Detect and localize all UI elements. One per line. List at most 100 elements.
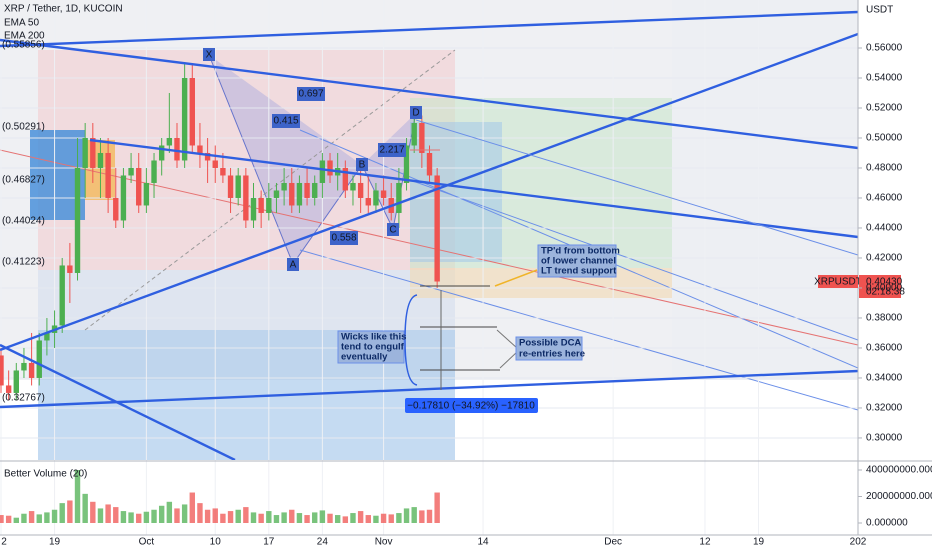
zone	[38, 270, 455, 330]
x-tick-label: 19	[49, 537, 61, 548]
candle-body	[250, 197, 257, 221]
note-text: LT trend support	[541, 266, 617, 277]
y-tick-label: 0.52000	[866, 103, 903, 114]
candle-body	[59, 265, 65, 326]
volume-bar	[13, 517, 19, 523]
candle-body	[67, 265, 73, 273]
point-badge	[410, 106, 422, 119]
volume-bar	[411, 507, 417, 523]
volume-bar	[212, 508, 218, 523]
pane-title: Better Volume (20)	[4, 469, 87, 480]
y-tick-label: 0.40000	[866, 283, 903, 294]
trend-line	[0, 369, 858, 409]
volume-bar	[296, 513, 303, 523]
volume-bar	[36, 514, 42, 523]
trend-line	[89, 138, 858, 239]
volume-bar	[97, 508, 104, 523]
candle-body	[212, 160, 218, 168]
channel-line	[409, 179, 858, 341]
zone	[410, 122, 502, 262]
volume-bar	[266, 511, 272, 523]
axis-unit: USDT	[866, 5, 893, 16]
candle-body	[411, 122, 417, 146]
candle-body	[342, 167, 349, 191]
volume-bar	[28, 511, 35, 523]
volume-bar	[334, 515, 341, 523]
x-tick-label: 202	[850, 537, 867, 548]
volume-bar	[273, 515, 280, 523]
y-tick-label: 200000000.000000	[866, 491, 932, 502]
price-badge	[859, 275, 901, 298]
volume-bar	[21, 513, 27, 523]
pattern-bcd	[362, 113, 416, 229]
y-tick-label: 400000000.000000	[866, 465, 932, 476]
volume-bar	[380, 513, 387, 523]
volume-bar	[51, 509, 58, 523]
volume-bar	[174, 508, 180, 523]
candle-body	[235, 175, 241, 198]
point-badge	[203, 48, 215, 61]
volume-bar	[181, 504, 188, 523]
volume-bar	[327, 513, 333, 523]
candle-body	[403, 145, 410, 183]
candle-body	[5, 385, 12, 393]
candle-body	[97, 152, 104, 168]
candle-body	[304, 182, 310, 198]
candle-body	[74, 167, 81, 273]
candle-body	[296, 182, 303, 206]
candle-body	[136, 167, 142, 206]
measure-box	[405, 398, 538, 413]
fib-label: (0.32767)	[2, 393, 45, 404]
channel-line	[0, 149, 858, 346]
y-tick-label: 0.46000	[866, 193, 903, 204]
volume-bar	[158, 505, 165, 523]
volume-bar	[220, 513, 226, 523]
candle-body	[373, 190, 379, 206]
volume-bar	[250, 512, 257, 523]
note-box	[515, 336, 583, 361]
candle-body	[289, 182, 295, 206]
candle-body	[158, 145, 165, 161]
candle-body	[128, 167, 134, 176]
volume-bar	[128, 512, 134, 523]
ratio-label: 2.217	[379, 145, 404, 156]
legend-item: EMA 200	[4, 31, 45, 42]
candle-body	[273, 190, 280, 198]
chart-title: XRP / Tether, 1D, KUCOIN	[4, 4, 123, 15]
ratio-badge	[297, 87, 325, 101]
volume-bar	[90, 501, 96, 523]
candle-body	[380, 190, 387, 198]
candle-body	[312, 182, 318, 198]
volume-bar	[373, 515, 379, 523]
note-box	[337, 330, 405, 364]
point-badge	[387, 223, 399, 236]
x-tick-label: 17	[263, 537, 275, 548]
candle-body	[90, 137, 96, 168]
candle-body	[357, 182, 364, 198]
trend-line	[0, 32, 858, 352]
candle-body	[21, 362, 27, 371]
candle-body	[189, 77, 195, 146]
candle-body	[243, 175, 249, 221]
volume-bar	[74, 470, 81, 523]
price-label: 0.40430	[866, 277, 903, 288]
trend-lines	[0, 10, 858, 460]
ratio-badge	[272, 114, 300, 128]
fib-label: (0.46827)	[2, 175, 45, 186]
volume-bar	[5, 515, 12, 523]
volume-bar	[312, 512, 318, 523]
candles	[0, 62, 440, 401]
volume-bar	[151, 509, 157, 523]
note-text: Possible DCA	[519, 338, 581, 349]
candle-body	[426, 152, 433, 176]
volume-bar	[426, 509, 433, 523]
trend-line	[415, 119, 858, 256]
fib-label: (0.41223)	[2, 257, 45, 268]
x-tick-label: 2	[1, 537, 7, 548]
volume-bar	[44, 512, 50, 523]
volume-bar	[403, 508, 410, 523]
volume-bar	[357, 511, 364, 523]
note-text: eventually	[341, 352, 388, 363]
